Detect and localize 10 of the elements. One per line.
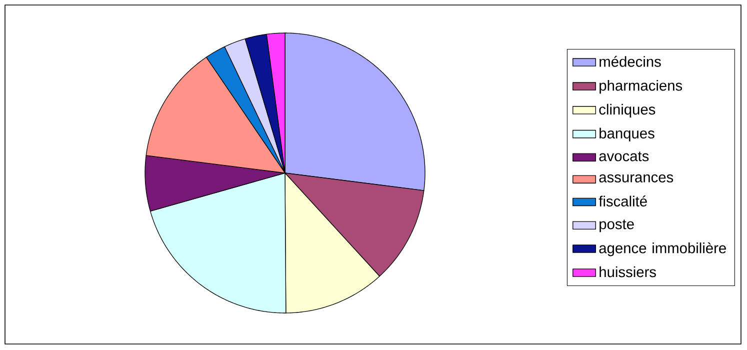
legend-label: agence immobilière <box>599 242 726 256</box>
legend-label: médecins <box>600 56 661 67</box>
legend-label: assurances <box>599 174 674 182</box>
legend-label: pharmaciens <box>600 80 682 94</box>
legend-label: avocats <box>599 152 649 162</box>
legend-label: cliniques <box>599 104 656 118</box>
legend-label: banques <box>600 128 654 142</box>
legend-label: fiscalité <box>598 196 647 206</box>
legend-label: poste <box>600 220 634 232</box>
legend-label: huissiers <box>600 266 656 278</box>
